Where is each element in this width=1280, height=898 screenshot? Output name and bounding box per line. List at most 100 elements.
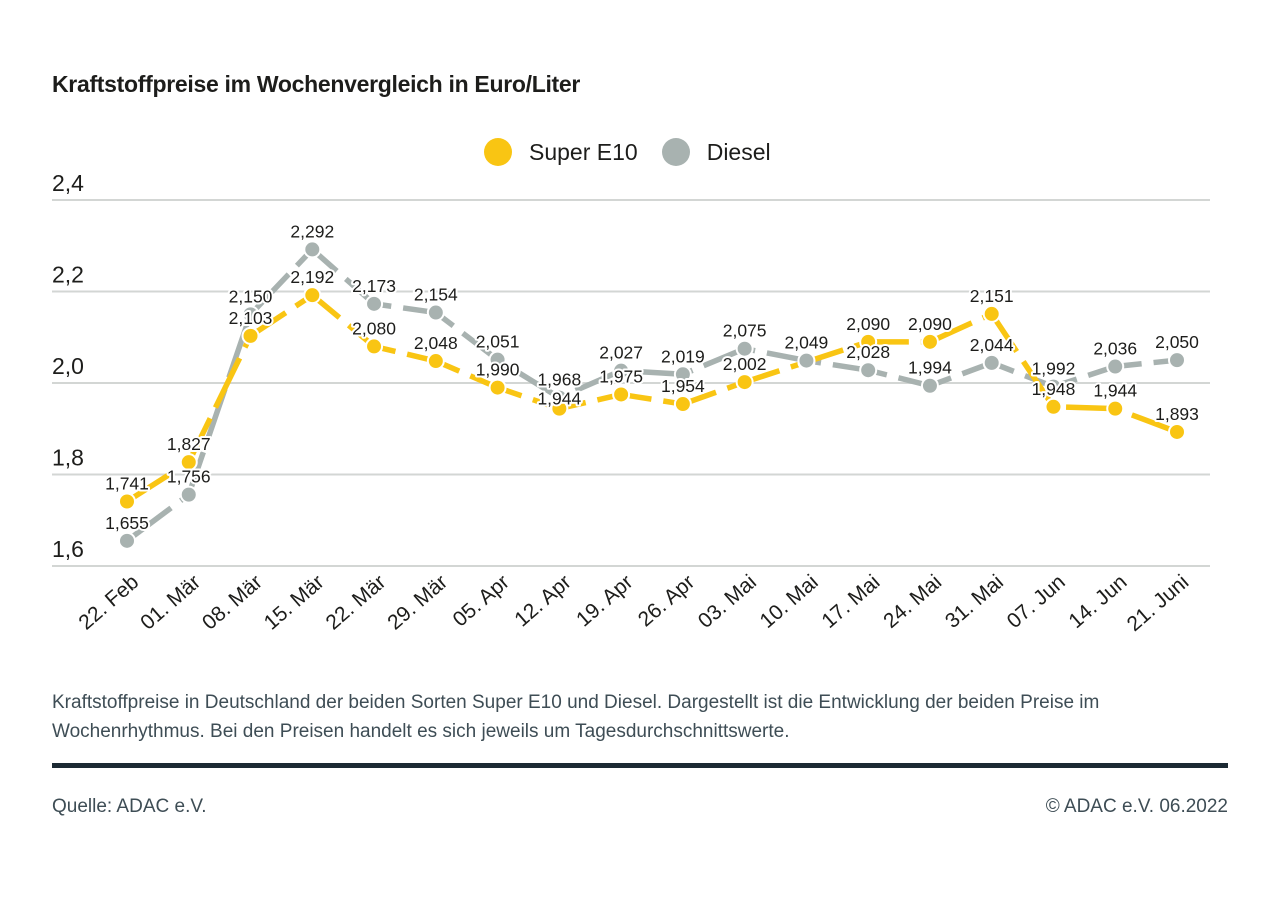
super-e10-point (179, 453, 198, 472)
diesel-value-label: 1,994 (908, 358, 952, 378)
diesel-point (920, 376, 939, 395)
footer-divider (52, 763, 1228, 768)
line-diesel (125, 246, 1178, 544)
super-e10-point (488, 378, 507, 397)
diesel-value-label: 2,292 (290, 221, 334, 241)
x-axis-tick-label: 03. Mai (694, 570, 761, 633)
x-axis-tick-label: 24. Mai (879, 570, 946, 633)
line-super-e10 (125, 292, 1178, 504)
diesel-point (241, 305, 260, 324)
super-e10-point (241, 326, 260, 345)
diesel-value-label: 2,036 (1093, 339, 1137, 359)
page-title: Kraftstoffpreise im Wochenvergleich in E… (52, 71, 581, 97)
chart-description: Kraftstoffpreise in Deutschland der beid… (52, 692, 1100, 742)
diesel-point (179, 485, 198, 504)
diesel-value-label: 2,028 (846, 342, 890, 362)
super-e10-point (365, 337, 384, 356)
super-e10-value-label: 2,002 (723, 354, 767, 374)
super-e10-value-label: 1,741 (105, 473, 149, 493)
x-axis-tick-label: 22. Mär (322, 570, 391, 634)
diesel-value-label: 1,756 (167, 467, 211, 487)
super-e10-value-label: 2,103 (229, 308, 273, 328)
diesel-point (797, 351, 816, 370)
x-axis-tick-label: 17. Mai (817, 570, 884, 633)
diesel-value-label: 1,992 (1032, 359, 1076, 379)
y-axis-tick-label: 2,4 (52, 170, 84, 196)
diesel-value-label: 1,968 (537, 370, 581, 390)
diesel-value-label: 2,150 (229, 286, 273, 306)
diesel-dot-icon (661, 138, 690, 166)
super-e10-value-label: 1,954 (661, 376, 705, 396)
x-axis-tick-label: 10. Mai (756, 570, 823, 633)
super-e10-value-label: 1,990 (476, 360, 520, 380)
x-axis-tick-label: 14. Jun (1064, 570, 1131, 633)
x-axis-tick-label: 29. Mär (383, 570, 452, 634)
diesel-value-label: 1,655 (105, 513, 149, 533)
diesel-point (303, 240, 322, 259)
copyright-label: © ADAC e.V. 06.2022 (1045, 796, 1228, 817)
y-axis-tick-label: 2,0 (52, 353, 84, 379)
legend-label-diesel: Diesel (706, 138, 771, 165)
super-e10-point (1106, 399, 1125, 418)
super-e10-point (612, 385, 631, 404)
super-e10-value-label: 1,948 (1032, 379, 1076, 399)
y-axis-tick-label: 1,6 (52, 536, 84, 562)
diesel-point (859, 361, 878, 380)
super-e10-value-label: 2,151 (970, 286, 1014, 306)
super-e10-point (1044, 397, 1063, 416)
super-e10-point (735, 373, 754, 392)
super-e10-value-label: 2,090 (908, 314, 952, 334)
x-axis-tick-label: 31. Mai (941, 570, 1008, 633)
super-e10-value-label: 1,975 (599, 366, 643, 386)
diesel-point (1044, 377, 1063, 396)
diesel-value-label: 2,044 (970, 335, 1014, 355)
super-e10-point (673, 395, 692, 414)
super-e10-point (982, 304, 1001, 323)
diesel-point (1168, 351, 1186, 370)
super-e10-point (303, 286, 322, 305)
diesel-point (612, 361, 631, 380)
diesel-point (118, 531, 136, 550)
diesel-point (488, 350, 507, 369)
super-e10-point (859, 332, 878, 351)
super-e10-value-label: 1,944 (1093, 381, 1137, 401)
diesel-value-label: 2,051 (476, 332, 520, 352)
super-e10-point (426, 352, 445, 371)
diesel-value-label: 2,154 (414, 285, 458, 305)
diesel-point (365, 294, 384, 313)
super-e10-value-label: 2,090 (846, 314, 890, 334)
legend-item-diesel: Diesel (661, 138, 771, 166)
source-row: Quelle: ADAC e.V. © ADAC e.V. 06.2022 (52, 796, 1228, 818)
x-axis-tick-label: 01. Mär (136, 570, 205, 634)
diesel-point (673, 365, 692, 384)
super-e10-point (550, 399, 569, 418)
source-label: Quelle: ADAC e.V. (52, 796, 207, 817)
diesel-value-label: 2,019 (661, 346, 705, 366)
super-e10-point (1168, 422, 1186, 441)
x-axis-tick-label: 26. Apr (634, 570, 699, 631)
diesel-point (735, 339, 754, 358)
super-e10-value-label: 1,827 (167, 434, 211, 454)
diesel-value-label: 2,075 (723, 321, 767, 341)
super-e10-point (920, 332, 939, 351)
x-axis-tick-label: 22. Feb (74, 570, 143, 634)
super-e10-value-label: 2,080 (352, 318, 396, 338)
super-e10-value-label: 1,944 (537, 389, 581, 409)
x-axis-tick-label: 12. Apr (510, 570, 575, 631)
x-axis-tick-label: 15. Mär (260, 570, 329, 634)
diesel-point (1106, 357, 1125, 376)
super-e10-point (118, 492, 136, 511)
diesel-value-label: 2,173 (352, 276, 396, 296)
super-e10-value-label: 1,893 (1155, 404, 1199, 424)
chart-legend: Super E10 Diesel (484, 138, 771, 166)
super-e10-value-label: 2,192 (290, 267, 334, 287)
x-axis-tick-label: 19. Apr (572, 570, 637, 631)
diesel-value-label: 2,050 (1155, 332, 1199, 352)
diesel-point (982, 353, 1001, 372)
x-axis-tick-label: 05. Apr (449, 570, 514, 631)
legend-label-super-e10: Super E10 (529, 138, 638, 165)
y-axis-tick-label: 1,8 (52, 445, 84, 471)
x-axis-tick-label: 21. Juni (1123, 570, 1194, 636)
